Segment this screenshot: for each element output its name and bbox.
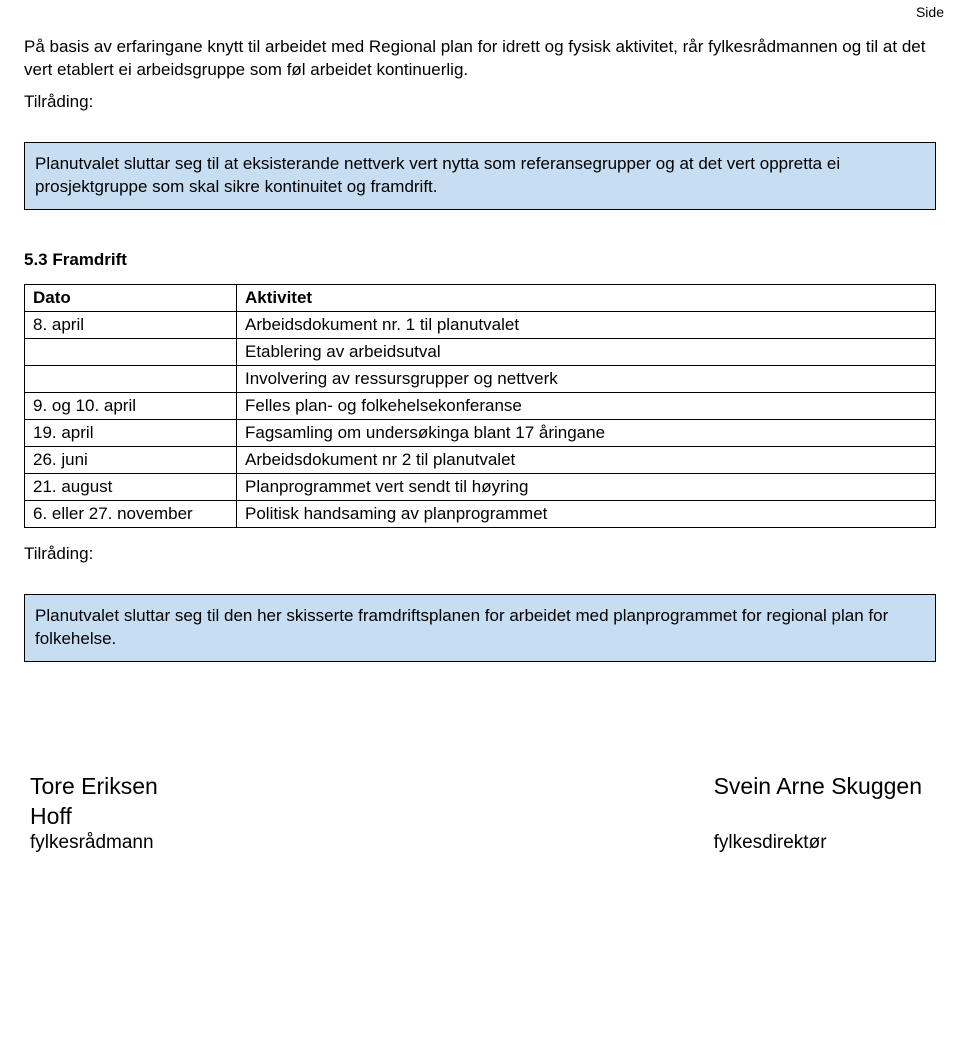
table-header-row: Dato Aktivitet bbox=[25, 284, 936, 311]
signature-right-spacer bbox=[714, 802, 930, 832]
table-row: 6. eller 27. november Politisk handsamin… bbox=[25, 500, 936, 527]
cell-dato: 9. og 10. april bbox=[25, 392, 237, 419]
framdrift-table: Dato Aktivitet 8. april Arbeidsdokument … bbox=[24, 284, 936, 528]
table-row: 19. april Fagsamling om undersøkinga bla… bbox=[25, 419, 936, 446]
cell-aktivitet: Involvering av ressursgrupper og nettver… bbox=[237, 365, 936, 392]
signature-left: Tore Eriksen Hoff fylkesrådmann bbox=[30, 772, 158, 856]
table-row: 26. juni Arbeidsdokument nr 2 til planut… bbox=[25, 446, 936, 473]
cell-aktivitet: Etablering av arbeidsutval bbox=[237, 338, 936, 365]
cell-aktivitet: Arbeidsdokument nr. 1 til planutvalet bbox=[237, 311, 936, 338]
cell-dato: 19. april bbox=[25, 419, 237, 446]
cell-dato: 21. august bbox=[25, 473, 237, 500]
recommendation-box-2: Planutvalet sluttar seg til den her skis… bbox=[24, 594, 936, 662]
cell-dato: 8. april bbox=[25, 311, 237, 338]
header-aktivitet: Aktivitet bbox=[237, 284, 936, 311]
cell-dato bbox=[25, 338, 237, 365]
table-row: 8. april Arbeidsdokument nr. 1 til planu… bbox=[25, 311, 936, 338]
table-row: Involvering av ressursgrupper og nettver… bbox=[25, 365, 936, 392]
signature-left-extra: Hoff bbox=[30, 802, 158, 832]
cell-aktivitet: Felles plan- og folkehelsekonferanse bbox=[237, 392, 936, 419]
cell-aktivitet: Arbeidsdokument nr 2 til planutvalet bbox=[237, 446, 936, 473]
table-row: Etablering av arbeidsutval bbox=[25, 338, 936, 365]
table-row: 21. august Planprogrammet vert sendt til… bbox=[25, 473, 936, 500]
cell-dato bbox=[25, 365, 237, 392]
cell-dato: 26. juni bbox=[25, 446, 237, 473]
cell-aktivitet: Fagsamling om undersøkinga blant 17 årin… bbox=[237, 419, 936, 446]
cell-aktivitet: Politisk handsaming av planprogrammet bbox=[237, 500, 936, 527]
intro-paragraph: På basis av erfaringane knytt til arbeid… bbox=[24, 36, 936, 82]
signature-left-title: fylkesrådmann bbox=[30, 831, 158, 856]
signature-right: Svein Arne Skuggen fylkesdirektør bbox=[714, 772, 930, 856]
signature-left-name: Tore Eriksen bbox=[30, 772, 158, 802]
signatures-row: Tore Eriksen Hoff fylkesrådmann Svein Ar… bbox=[24, 772, 936, 856]
recommendation-box-1: Planutvalet sluttar seg til at eksistera… bbox=[24, 142, 936, 210]
tilrading-label-2: Tilråding: bbox=[24, 544, 936, 564]
table-row: 9. og 10. april Felles plan- og folkehel… bbox=[25, 392, 936, 419]
tilrading-label-1: Tilråding: bbox=[24, 92, 936, 112]
signature-right-title: fylkesdirektør bbox=[714, 831, 930, 856]
signature-right-name: Svein Arne Skuggen bbox=[714, 772, 930, 802]
header-dato: Dato bbox=[25, 284, 237, 311]
cell-dato: 6. eller 27. november bbox=[25, 500, 237, 527]
side-label: Side bbox=[916, 4, 944, 20]
cell-aktivitet: Planprogrammet vert sendt til høyring bbox=[237, 473, 936, 500]
section-heading-framdrift: 5.3 Framdrift bbox=[24, 250, 936, 270]
document-page: Side På basis av erfaringane knytt til a… bbox=[0, 0, 960, 880]
